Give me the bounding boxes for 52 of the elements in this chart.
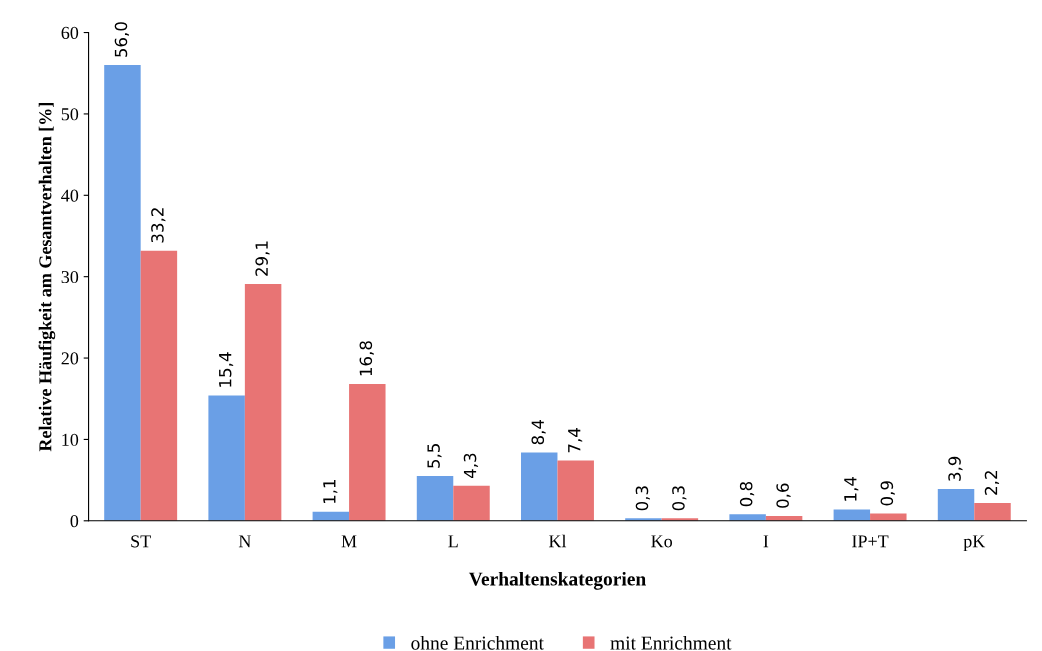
x-tick-label: N: [238, 535, 251, 548]
y-tick-label: 10: [62, 433, 79, 446]
bar: [974, 502, 1011, 521]
y-tick-label: 50: [61, 108, 79, 121]
bar: [453, 485, 490, 521]
y-tick-label: 20: [61, 352, 79, 365]
bar: [557, 460, 594, 521]
data-label: 2,2: [984, 471, 1000, 495]
data-label: 7,4: [568, 428, 583, 453]
x-tick-label: Ko: [651, 535, 673, 548]
x-tick-label: IP+T: [852, 535, 889, 548]
data-label: 1,4: [844, 476, 859, 501]
data-label: 29,1: [255, 241, 270, 276]
data-label: 0,8: [739, 481, 755, 507]
data-label: 5,5: [427, 444, 442, 468]
data-label: 16,8: [359, 341, 374, 376]
data-label: 15,4: [219, 352, 234, 387]
bar: [870, 513, 907, 521]
bar: [416, 476, 454, 521]
y-tick-label: 40: [61, 189, 79, 202]
x-axis-title: Verhaltenskategorien: [468, 571, 646, 590]
legend-label: ohne Enrichment: [411, 635, 544, 650]
y-tick-label: 60: [61, 26, 79, 39]
x-tick-label: I: [763, 535, 769, 548]
y-tick-label: 0: [70, 515, 79, 528]
data-label: 8,4: [531, 419, 546, 445]
data-label: 4,3: [463, 453, 479, 479]
bar: [208, 395, 245, 521]
legend-label: mit Enrichment: [610, 635, 732, 650]
x-tick-label: M: [341, 535, 357, 548]
bar: [104, 65, 141, 521]
y-tick-label: 30: [61, 270, 79, 284]
data-label: 0,9: [880, 481, 895, 506]
data-label: 33,2: [151, 208, 166, 243]
data-label: 1,1: [323, 479, 338, 504]
bar: [729, 514, 766, 521]
data-label: 0,3: [672, 486, 687, 511]
bar: [833, 509, 871, 521]
x-tick-label: L: [448, 535, 458, 548]
data-label: 0,6: [776, 483, 791, 508]
y-axis-title: Relative Häufigkeit am Gesamtverhalten [%]: [38, 103, 56, 452]
bar: [244, 284, 282, 521]
data-label: 0,3: [635, 486, 650, 511]
x-tick-label: ST: [131, 535, 151, 548]
bar: [140, 250, 178, 521]
bar: [937, 489, 975, 521]
data-label: 3,9: [948, 456, 963, 481]
data-label: 56,0: [114, 22, 129, 57]
x-tick-label: Kl: [548, 534, 567, 548]
bar: [349, 384, 386, 521]
x-tick-label: pK: [963, 535, 986, 552]
bar: [521, 452, 558, 521]
